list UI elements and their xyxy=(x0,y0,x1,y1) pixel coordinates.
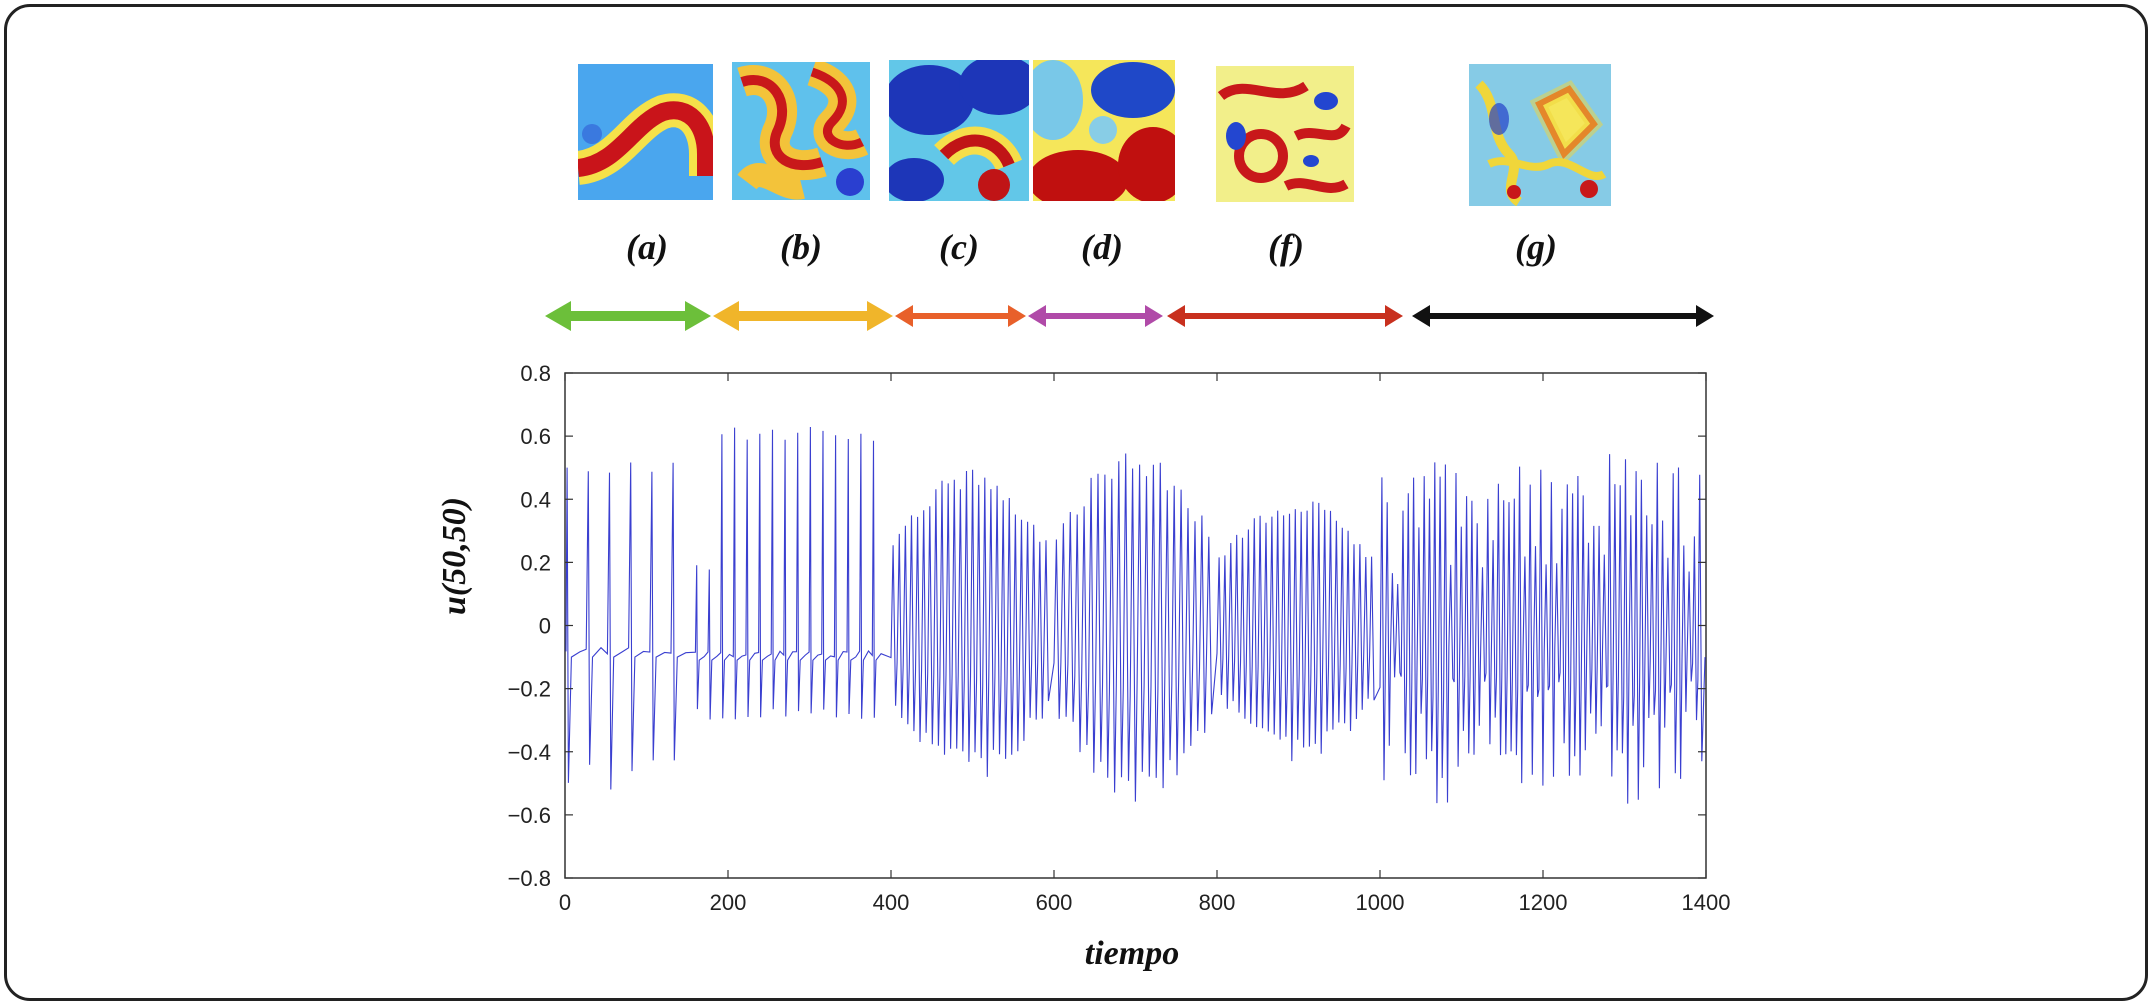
panel-label-a: (a) xyxy=(626,227,668,267)
y-tick-label: −0.6 xyxy=(508,803,551,828)
pattern-thumbnail-b xyxy=(732,62,870,200)
y-tick-label: 0.2 xyxy=(520,550,551,575)
panel-label-c: (c) xyxy=(939,227,979,267)
x-axis-title: tiempo xyxy=(1085,935,1179,972)
regime-arrow-4 xyxy=(1028,305,1163,327)
plot-frame xyxy=(564,372,1707,879)
axis-ticks: 0 200 400 600 800 1000 1200 1400 0.8 0.6 0.4 0.2 0 −0… xyxy=(508,361,1731,915)
x-tick-label: 400 xyxy=(873,890,910,915)
y-tick-label: −0.8 xyxy=(508,866,551,891)
regime-arrow-6 xyxy=(1412,305,1714,327)
pattern-thumbnail-f xyxy=(1216,66,1354,202)
pattern-thumbnail-a xyxy=(578,64,713,200)
regime-arrow-2 xyxy=(713,301,893,331)
pattern-thumbnail-g xyxy=(1469,64,1611,206)
panel-label-f: (f) xyxy=(1268,227,1304,267)
y-tick-label: 0.6 xyxy=(520,424,551,449)
x-tick-label: 1400 xyxy=(1682,890,1731,915)
y-tick-label: 0 xyxy=(539,614,551,639)
panel-label-b: (b) xyxy=(780,227,822,267)
y-tick-label: 0.8 xyxy=(520,361,551,386)
y-tick-label: 0.4 xyxy=(520,487,551,512)
x-tick-label: 1200 xyxy=(1519,890,1568,915)
regime-arrow-3 xyxy=(895,305,1026,327)
y-tick-label: −0.4 xyxy=(508,740,551,765)
panel-label-d: (d) xyxy=(1081,227,1123,267)
pattern-thumbnail-d xyxy=(1033,60,1175,201)
x-tick-label: 1000 xyxy=(1356,890,1405,915)
x-tick-label: 600 xyxy=(1036,890,1073,915)
regime-arrow-5 xyxy=(1167,305,1403,327)
regime-arrow-1 xyxy=(545,301,711,331)
y-axis-title: u(50,50) xyxy=(436,497,473,615)
regime-arrows xyxy=(545,301,1714,331)
pattern-thumbnail-c xyxy=(889,60,1029,201)
x-tick-label: 200 xyxy=(710,890,747,915)
plot-area: 0 200 400 600 800 1000 1200 1400 0.8 0.6 0.4 0.2 0 −0… xyxy=(508,361,1731,915)
x-tick-label: 0 xyxy=(559,890,571,915)
panel-label-g: (g) xyxy=(1515,227,1557,267)
x-tick-label: 800 xyxy=(1199,890,1236,915)
series-line-u xyxy=(565,426,1706,804)
y-tick-label: −0.2 xyxy=(508,677,551,702)
